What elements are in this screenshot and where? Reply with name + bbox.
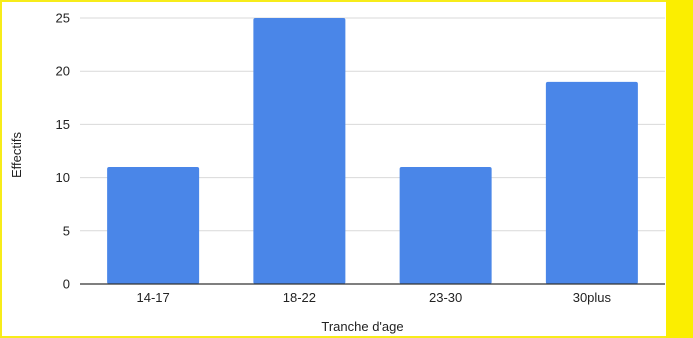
x-tick-label: 14-17 bbox=[137, 290, 170, 305]
y-tick-labels: 0 5 10 15 20 25 bbox=[56, 11, 70, 292]
x-tick-label: 23-30 bbox=[429, 290, 462, 305]
bar-14-17[interactable] bbox=[107, 166, 200, 284]
y-tick-label: 20 bbox=[56, 64, 70, 79]
y-tick-label: 10 bbox=[56, 170, 70, 185]
x-tick-labels: 14-17 18-22 23-30 30plus bbox=[137, 290, 612, 305]
x-tick-label: 18-22 bbox=[283, 290, 316, 305]
x-tick-label: 30plus bbox=[573, 290, 612, 305]
bars bbox=[107, 18, 638, 284]
yellow-side-band bbox=[666, 0, 693, 338]
y-tick-label: 15 bbox=[56, 117, 70, 132]
y-axis-title: Effectifs bbox=[9, 132, 24, 179]
bar-18-22[interactable] bbox=[253, 18, 346, 284]
y-tick-label: 5 bbox=[63, 223, 70, 238]
y-tick-label: 0 bbox=[63, 277, 70, 292]
x-axis-title: Tranche d'age bbox=[321, 319, 403, 334]
bar-23-30[interactable] bbox=[399, 166, 492, 284]
y-tick-label: 25 bbox=[56, 11, 70, 26]
bar-30plus[interactable] bbox=[545, 81, 638, 284]
